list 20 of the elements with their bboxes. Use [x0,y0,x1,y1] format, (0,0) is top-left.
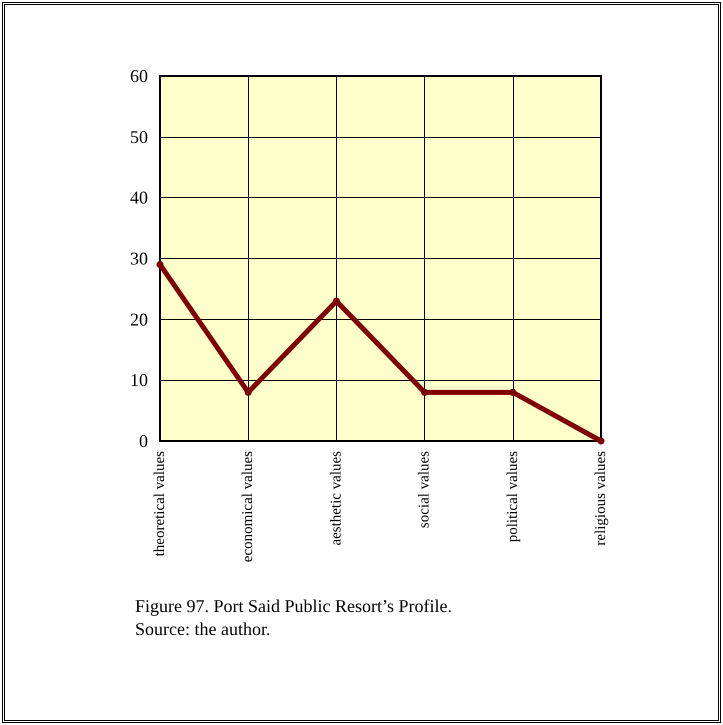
point [156,261,164,268]
x-tick-label: political values [504,450,521,542]
y-tick-label: 0 [139,431,148,451]
x-tick-label: social values [416,450,433,528]
x-tick-label: theoretical values [152,450,168,556]
x-tick-label: aesthetic values [328,450,344,546]
caption: Figure 97. Port Said Public Resort’s Profile. [135,595,453,618]
point [421,388,428,396]
y-tick-label: 30 [130,248,148,268]
y-tick-label: 40 [130,188,148,208]
point [598,438,604,444]
y-tick-label: 50 [130,126,148,147]
source-note: Source: the author. [135,618,272,641]
point [332,298,340,305]
point [509,388,516,396]
x-tick-label: religious values [593,450,609,546]
y-tick-label: 20 [130,309,148,330]
x-tick-label: economical values [240,450,256,562]
y-tick-label: 60 [130,66,148,86]
y-tick-label: 10 [130,370,148,390]
